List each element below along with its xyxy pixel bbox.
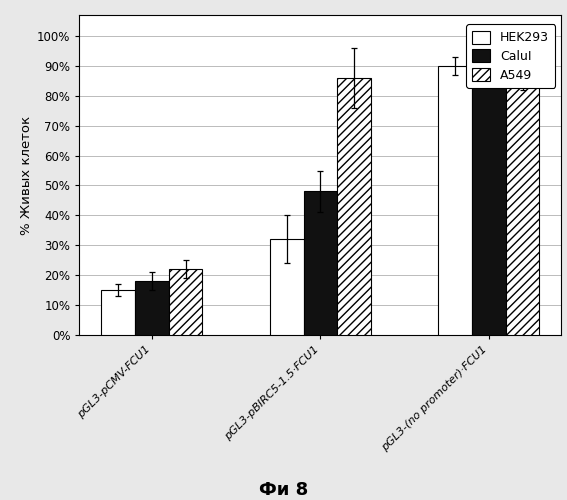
Bar (101, 290, 135, 335)
Legend: HEK293, CaluI, A549: HEK293, CaluI, A549 (466, 24, 555, 88)
Bar (135, 281, 169, 335)
Text: Фи 8: Фи 8 (259, 481, 308, 499)
Bar (169, 269, 202, 335)
Bar (506, 75, 539, 335)
Bar (472, 72, 506, 335)
Bar (270, 240, 303, 335)
Bar (303, 192, 337, 335)
Y-axis label: % Живых клеток: % Живых клеток (20, 116, 33, 234)
Bar (337, 78, 371, 335)
Bar (438, 66, 472, 335)
